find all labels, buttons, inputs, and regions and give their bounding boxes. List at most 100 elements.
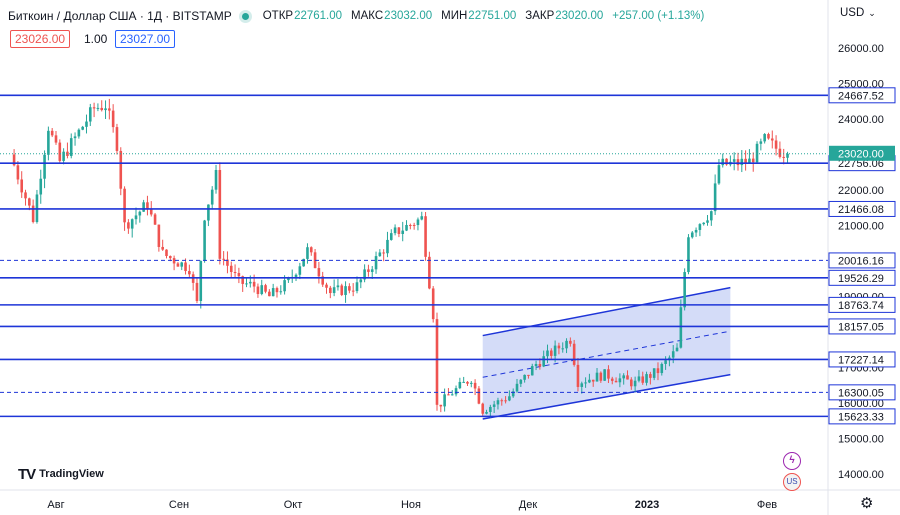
candle-body — [302, 258, 305, 267]
candle-body — [588, 379, 591, 383]
candle-body — [530, 366, 534, 376]
level-price-label: 21466.08 — [838, 204, 884, 216]
candle-body — [283, 280, 286, 292]
candle-body — [473, 382, 477, 389]
candle-body — [226, 259, 229, 266]
candle-body — [584, 382, 587, 384]
y-tick-label: 16000.00 — [838, 398, 884, 410]
candle-body — [252, 281, 256, 287]
candle-body — [237, 273, 241, 277]
candle-body — [454, 388, 458, 395]
candle-body — [477, 388, 481, 404]
candle-body — [687, 237, 690, 273]
candle-body — [664, 360, 667, 364]
candle-body — [332, 287, 336, 294]
low-value: 22751.00 — [468, 10, 517, 22]
candle-body — [66, 151, 69, 156]
currency-label: USD — [840, 7, 865, 19]
sell-price-button[interactable]: 23026.00 — [10, 30, 71, 48]
change-value: +257.00 (+1.13%) — [612, 10, 705, 22]
candle-body — [504, 400, 507, 402]
candle-body — [618, 378, 622, 383]
candle-body — [69, 138, 73, 156]
candle-body — [637, 376, 641, 381]
level-price-label-box — [828, 252, 896, 269]
candle-body — [450, 394, 454, 396]
candle-body — [370, 269, 374, 272]
candle-body — [546, 350, 549, 357]
candle-body — [134, 215, 138, 220]
candle-body — [336, 285, 340, 288]
candle-body — [748, 158, 751, 164]
us-flag-icon[interactable]: US — [783, 473, 801, 491]
y-tick-label: 21000.00 — [838, 221, 884, 233]
candle-body — [492, 404, 496, 407]
x-tick-label: Авг — [47, 499, 64, 511]
spread-value: 1.00 — [84, 32, 108, 46]
candle-body — [374, 256, 378, 270]
x-tick-label: 2023 — [635, 499, 659, 511]
currency-selector[interactable]: USD ⌄ — [840, 7, 876, 19]
level-price-label-box — [828, 318, 896, 335]
channel-fill — [482, 287, 731, 419]
candle-body — [435, 319, 439, 405]
candle-body — [169, 256, 172, 259]
candle-body — [245, 283, 248, 285]
candle-body — [462, 381, 465, 383]
candle-body — [268, 291, 271, 297]
candle-body — [241, 276, 244, 284]
symbol-title[interactable]: Биткоин / Доллар США · 1Д · BITSTAMP — [8, 9, 232, 23]
candle-body — [214, 169, 218, 190]
level-price-label: 19526.29 — [838, 273, 884, 285]
candle-body — [43, 154, 46, 179]
level-price-label: 15623.33 — [838, 411, 884, 423]
candle-body — [523, 374, 526, 380]
candle-body — [614, 380, 618, 383]
candle-body — [500, 400, 504, 402]
candle-body — [622, 375, 625, 379]
candle-body — [119, 150, 123, 189]
candle-body — [146, 202, 149, 209]
candle-body — [466, 381, 469, 384]
candle-body — [321, 276, 324, 285]
candle-body — [39, 178, 43, 195]
y-tick-label: 15000.00 — [838, 434, 884, 446]
candle-body — [675, 347, 679, 352]
candle-body — [778, 148, 782, 157]
candle-body — [20, 179, 24, 193]
candle-body — [317, 268, 321, 277]
x-tick-label: Фев — [757, 499, 777, 511]
candle-body — [298, 266, 302, 275]
candle-body — [744, 158, 747, 164]
x-tick-label: Ноя — [401, 499, 421, 511]
candle-body — [447, 394, 450, 396]
candle-body — [344, 286, 347, 295]
candle-body — [275, 288, 279, 293]
gear-icon[interactable]: ⚙ — [860, 495, 874, 512]
candle-body — [679, 307, 683, 348]
lightning-icon[interactable]: ϟ — [783, 452, 801, 470]
candle-body — [153, 214, 157, 225]
buy-price-button[interactable]: 23027.00 — [115, 30, 176, 48]
candle-body — [397, 227, 401, 234]
candle-body — [469, 382, 473, 384]
candle-body — [774, 140, 778, 149]
candle-body — [690, 232, 694, 238]
candle-body — [378, 252, 382, 257]
candle-body — [576, 364, 580, 387]
candle-body — [31, 205, 35, 222]
candle-body — [767, 134, 770, 139]
candle-body — [340, 285, 344, 295]
candle-body — [489, 406, 492, 412]
candle-body — [233, 272, 237, 274]
candle-body — [28, 198, 31, 206]
open-label: ОТКР — [262, 10, 294, 22]
candle-body — [565, 340, 568, 349]
candle-body — [751, 158, 755, 163]
tradingview-logo[interactable]: TV TradingView — [14, 463, 108, 485]
level-price-label-box — [828, 200, 896, 217]
x-tick-label: Окт — [284, 499, 303, 511]
candle-body — [702, 222, 705, 225]
candle-body — [161, 246, 164, 250]
